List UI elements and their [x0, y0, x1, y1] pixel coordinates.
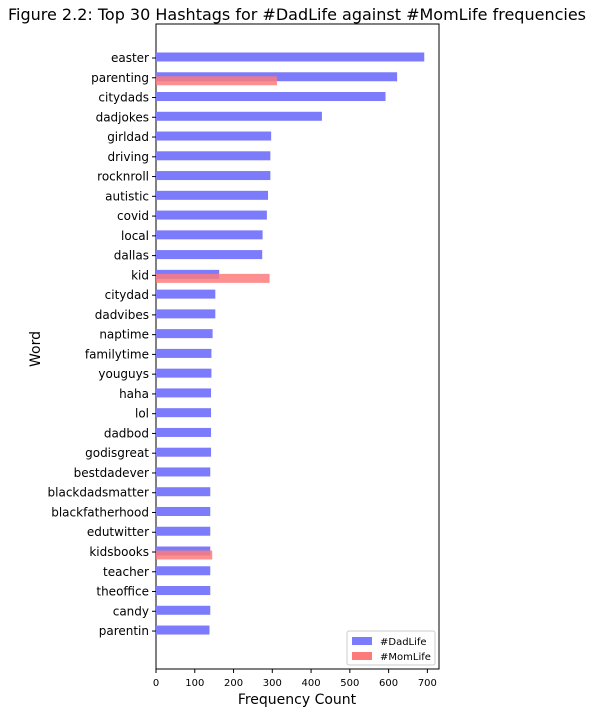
y-tick-label: citydad — [105, 288, 149, 302]
x-tick-label: 700 — [418, 678, 437, 689]
bar-dadlife-lol — [156, 408, 212, 418]
y-tick-label: local — [121, 229, 149, 243]
x-tick-label: 600 — [379, 678, 398, 689]
bar-dadlife-edutwitter — [156, 526, 211, 536]
y-tick-label: teacher — [103, 565, 149, 579]
bar-momlife-kid — [156, 273, 270, 283]
y-tick-label: haha — [119, 387, 149, 401]
bar-dadlife-dadbod — [156, 427, 212, 437]
y-tick-label: edutwitter — [87, 525, 149, 539]
y-tick-label: dadjokes — [96, 110, 149, 124]
y-tick-label: kidsbooks — [89, 545, 149, 559]
x-tick-label: 400 — [302, 678, 321, 689]
y-tick-label: autistic — [105, 189, 149, 203]
y-tick-label: rocknroll — [97, 170, 149, 184]
y-tick-label: driving — [107, 150, 149, 164]
y-tick-label: dallas — [114, 249, 149, 263]
y-tick-label: candy — [113, 604, 149, 618]
legend-label-momlife: #MomLife — [380, 652, 431, 663]
bar-dadlife-blackfatherhood — [156, 506, 211, 516]
y-tick-label: kid — [131, 268, 149, 282]
bar-dadlife-godisgreat — [156, 447, 212, 457]
y-tick-label: easter — [111, 51, 149, 65]
x-tick-group: 0 100 200 300 400 500 600 700 — [153, 669, 437, 689]
y-tick-label: girldad — [107, 130, 149, 144]
x-tick-label: 100 — [185, 678, 204, 689]
bar-dadlife-haha — [156, 388, 212, 398]
y-tick-label: parentin — [99, 624, 149, 638]
y-tick-label: godisgreat — [85, 446, 149, 460]
bar-momlife-parenting — [156, 76, 277, 86]
y-tick-label: covid — [117, 209, 149, 223]
bar-dadlife-girldad — [156, 131, 272, 141]
bar-dadlife-bestdadever — [156, 467, 211, 477]
bar-dadlife-citydad — [156, 289, 216, 299]
bar-dadlife-dadjokes — [156, 111, 322, 121]
bar-dadlife-covid — [156, 210, 267, 220]
y-tick-label: youguys — [98, 367, 149, 381]
bar-dadlife-dadvibes — [156, 309, 216, 319]
y-tick-label: dadbod — [104, 426, 149, 440]
bar-momlife-kidsbooks — [156, 550, 213, 560]
y-tick-label: familytime — [85, 347, 149, 361]
bar-dadlife-autistic — [156, 190, 269, 200]
bar-dadlife-theoffice — [156, 586, 211, 596]
legend-swatch-momlife — [352, 652, 372, 660]
y-tick-label: blackdadsmatter — [48, 486, 150, 500]
bar-dadlife-candy — [156, 605, 211, 615]
y-tick-label: bestdadever — [74, 466, 149, 480]
bar-dadlife-blackdadsmatter — [156, 487, 211, 497]
bar-dadlife-naptime — [156, 329, 213, 339]
y-tick-label: theoffice — [96, 585, 149, 599]
bar-dadlife-parentin — [156, 625, 210, 635]
plot-area — [155, 23, 440, 670]
x-tick-label: 300 — [263, 678, 282, 689]
bar-dadlife-familytime — [156, 348, 212, 358]
legend-swatch-dadlife — [352, 637, 372, 645]
bar-dadlife-teacher — [156, 566, 211, 576]
bar-dadlife-citydads — [156, 92, 386, 102]
y-axis-label: Word — [28, 331, 44, 367]
y-tick-label: naptime — [99, 328, 149, 342]
bar-dadlife-dallas — [156, 250, 263, 260]
x-tick-label: 0 — [153, 678, 159, 689]
x-tick-label: 200 — [224, 678, 243, 689]
bar-dadlife-driving — [156, 151, 271, 161]
bar-dadlife-easter — [156, 52, 425, 62]
legend: #DadLife #MomLife — [346, 630, 436, 666]
y-tick-label: blackfatherhood — [51, 505, 149, 519]
y-tick-label: dadvibes — [95, 308, 149, 322]
x-tick-label: 500 — [340, 678, 359, 689]
bars-group — [156, 52, 425, 635]
x-axis-label: Frequency Count — [238, 692, 357, 708]
y-tick-group: easter parenting citydads dadjokes girldad dr… — [48, 51, 156, 638]
bar-dadlife-rocknroll — [156, 171, 271, 181]
y-tick-label: citydads — [98, 91, 149, 105]
bar-dadlife-local — [156, 230, 263, 240]
legend-label-dadlife: #DadLife — [380, 637, 427, 648]
y-tick-label: parenting — [91, 71, 149, 85]
bar-dadlife-youguys — [156, 368, 212, 378]
chart-title: Figure 2.2: Top 30 Hashtags for #DadLife… — [8, 5, 586, 24]
y-tick-label: lol — [135, 407, 149, 421]
